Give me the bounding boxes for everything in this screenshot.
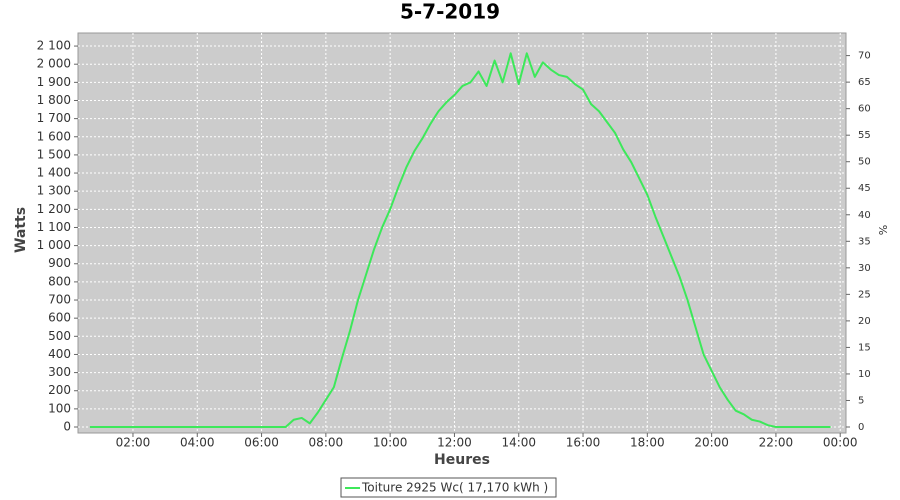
y-tick-label: 1 600 [37, 129, 71, 143]
line-series [89, 52, 831, 429]
y-tick-label: 700 [48, 293, 71, 307]
y-tick-label: 1 400 [37, 166, 71, 180]
y-tick-label: 1 900 [37, 75, 71, 89]
y-tick-label: 2 100 [37, 39, 71, 53]
y-tick-label: 2 000 [37, 57, 71, 71]
y2-tick-label: 0 [858, 422, 864, 433]
x-tick-label: 10:00 [373, 436, 408, 450]
y2-tick-label: 60 [858, 104, 871, 115]
x-tick-label: 12:00 [437, 436, 472, 450]
x-tick-label: 06:00 [244, 436, 279, 450]
y2-tick-label: 10 [858, 369, 871, 380]
y-tick-label: 300 [48, 365, 71, 379]
y-tick-label: 1 700 [37, 111, 71, 125]
y-axis-title: Watts [13, 207, 29, 253]
y2-tick-label: 55 [858, 130, 871, 141]
x-tick-label: 22:00 [759, 436, 794, 450]
y2-tick-label: 35 [858, 236, 871, 247]
y-tick-label: 200 [48, 383, 71, 397]
y-tick-label: 1 100 [37, 220, 71, 234]
y2-tick-label: 70 [858, 51, 871, 62]
legend-label: Toiture 2925 Wc( 17,170 kWh ) [361, 481, 548, 495]
y2-tick-label: 25 [858, 289, 871, 300]
y2-tick-label: 5 [858, 395, 864, 406]
y-tick-label: 100 [48, 401, 71, 415]
y-tick-label: 1 800 [37, 93, 71, 107]
x-tick-label: 02:00 [116, 436, 151, 450]
y-tick-label: 1 200 [37, 202, 71, 216]
y-tick-label: 1 300 [37, 184, 71, 198]
y2-tick-label: 15 [858, 342, 871, 353]
x-tick-label: 20:00 [694, 436, 729, 450]
y-tick-label: 500 [48, 329, 71, 343]
x-tick-label: 14:00 [501, 436, 536, 450]
y-tick-label: 600 [48, 311, 71, 325]
y-tick-label: 1 500 [37, 147, 71, 161]
x-tick-label: 18:00 [630, 436, 665, 450]
y2-tick-label: 20 [858, 316, 871, 327]
y-tick-label: 900 [48, 256, 71, 270]
y2-tick-label: 65 [858, 77, 871, 88]
chart-title: 5-7-2019 [400, 0, 500, 24]
y2-tick-label: 50 [858, 157, 871, 168]
legend [340, 477, 557, 498]
y2-tick-label: 45 [858, 183, 871, 194]
plot-area [77, 32, 847, 434]
y-tick-label: 1 000 [37, 238, 71, 252]
x-tick-label: 16:00 [566, 436, 601, 450]
y-tick-label: 0 [63, 420, 71, 434]
x-tick-label: 04:00 [180, 436, 215, 450]
y-tick-label: 400 [48, 347, 71, 361]
x-tick-label: 00:00 [823, 436, 858, 450]
y-tick-label: 800 [48, 274, 71, 288]
y2-tick-label: 30 [858, 263, 871, 274]
y2-tick-label: 40 [858, 210, 871, 221]
x-tick-label: 08:00 [309, 436, 344, 450]
x-axis-title: Heures [434, 452, 490, 468]
y2-axis-title: % [877, 225, 890, 235]
